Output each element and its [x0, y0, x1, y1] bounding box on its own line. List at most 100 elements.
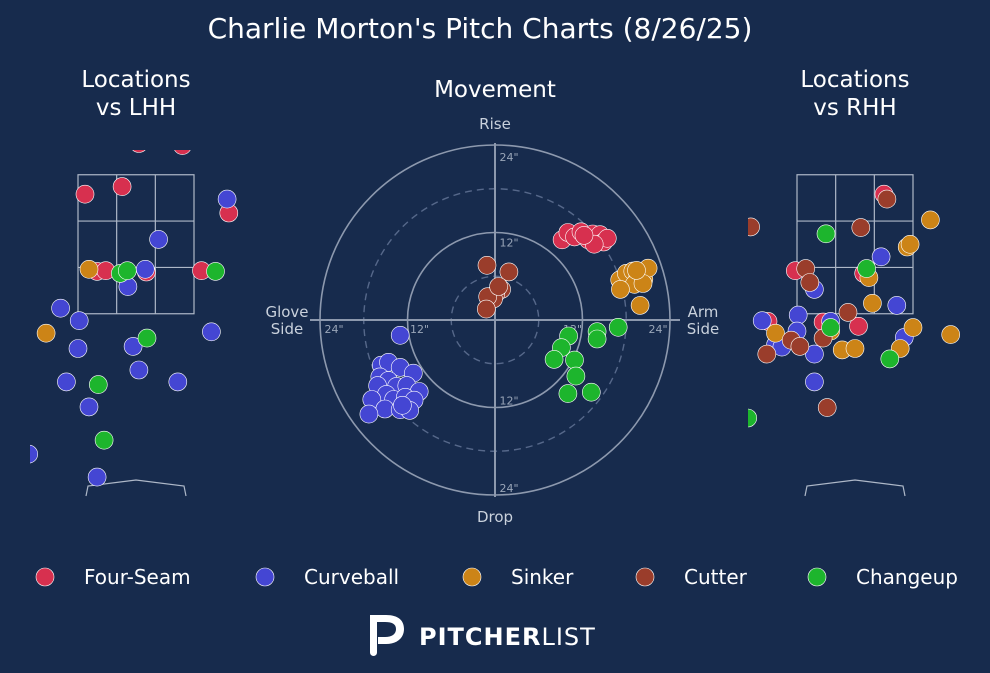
pitch-point-sinker	[627, 261, 646, 280]
pitch-point-sinker	[921, 210, 940, 230]
legend-marker	[255, 567, 275, 587]
pitch-point-sinker	[903, 318, 923, 337]
pitch-point-curveball	[788, 305, 808, 325]
legend-label: Sinker	[511, 565, 574, 589]
pitch-point-four-seam	[132, 150, 146, 153]
pitch-point-changeup	[544, 350, 564, 369]
pitch-point-cutter	[800, 273, 820, 292]
pitch-point-curveball	[871, 247, 891, 267]
pitch-point-curveball	[202, 322, 221, 342]
lhh-title-line2: vs LHH	[96, 95, 176, 121]
pitch-point-changeup	[137, 328, 157, 348]
pitch-point-sinker	[845, 339, 865, 358]
legend-item-sinker: Sinker	[462, 565, 574, 589]
rhh-pitch-points	[748, 184, 961, 428]
pitch-point-curveball	[390, 325, 410, 345]
pitch-point-changeup	[608, 317, 628, 337]
pitch-point-cutter	[477, 255, 497, 275]
pitch-point-cutter	[877, 189, 897, 209]
brand-light-text: LIST	[541, 623, 595, 651]
pitch-point-curveball	[79, 397, 99, 417]
pitch-point-cutter	[499, 262, 519, 282]
rhh-panel: Locations vs RHH	[748, 67, 961, 497]
movement-label-glove-side: Side	[271, 320, 303, 338]
pitch-point-changeup	[118, 261, 137, 281]
movement-grid	[310, 143, 680, 497]
pitch-point-curveball	[359, 404, 379, 424]
pitch-point-curveball	[69, 311, 89, 331]
pitch-point-changeup	[587, 329, 607, 349]
movement-tick-label: 24"	[499, 482, 518, 495]
pitch-point-curveball	[51, 298, 70, 318]
pitch-point-cutter	[817, 398, 837, 417]
movement-tick-label: 12"	[499, 395, 518, 408]
pitch-point-curveball	[805, 372, 824, 392]
pitch-point-sinker	[630, 296, 650, 315]
pitch-point-changeup	[566, 366, 586, 386]
lhh-panel: Locations vs LHH	[30, 67, 239, 497]
legend-label: Changeup	[856, 565, 958, 589]
zone-outline	[77, 174, 195, 315]
pitch-point-curveball	[805, 344, 824, 364]
legend-marker	[462, 567, 482, 587]
pitch-point-four-seam	[174, 150, 191, 155]
pitch-point-cutter	[790, 337, 810, 356]
lhh-home-plate	[85, 479, 187, 497]
pitch-point-changeup	[581, 382, 601, 402]
pitch-point-curveball	[68, 339, 88, 358]
pitch-point-curveball	[393, 395, 412, 415]
legend-marker	[807, 567, 827, 587]
pitch-point-curveball	[149, 230, 168, 249]
pitch-point-sinker	[766, 323, 785, 343]
movement-tick-label: 24"	[499, 151, 518, 164]
movement-tick-label: 24"	[648, 323, 667, 336]
pitch-point-cutter	[838, 303, 858, 322]
legend-label: Curveball	[304, 565, 399, 589]
movement-label-drop: Drop	[477, 508, 513, 526]
lhh-pitch-points	[30, 150, 239, 487]
pitch-point-curveball	[217, 189, 237, 209]
pitch-point-four-seam	[849, 316, 868, 336]
pitch-point-changeup	[821, 318, 840, 337]
rhh-title-line2: vs RHH	[813, 95, 896, 121]
pitch-point-changeup	[880, 349, 900, 369]
legend-item-cutter: Cutter	[635, 565, 748, 589]
rhh-home-plate	[804, 479, 906, 497]
pitch-point-curveball	[129, 360, 149, 380]
pitch-point-changeup	[565, 350, 584, 370]
svg-text:PITCHERLIST: PITCHERLIST	[419, 623, 596, 651]
movement-tick-label: 12"	[499, 237, 518, 250]
pitch-point-cutter	[851, 218, 871, 237]
pitch-point-four-seam	[75, 184, 95, 204]
pitch-point-changeup	[558, 384, 578, 403]
pitch-point-changeup	[206, 262, 225, 281]
pitch-point-changeup	[748, 408, 757, 428]
legend-label: Four-Seam	[84, 565, 191, 589]
pitch-point-changeup	[89, 375, 108, 394]
movement-pitch-points	[359, 222, 658, 424]
legend-label: Cutter	[684, 565, 748, 589]
movement-tick-label: 12"	[410, 323, 429, 336]
legend-marker	[35, 567, 55, 587]
pitch-point-curveball	[57, 372, 76, 392]
pitch-point-sinker	[941, 325, 961, 344]
pitch-point-four-seam	[112, 177, 132, 196]
legend-item-four-seam: Four-Seam	[35, 565, 191, 589]
pitch-point-cutter	[748, 217, 760, 237]
pitch-point-changeup	[857, 259, 876, 278]
movement-title: Movement	[434, 77, 556, 103]
pitch-point-curveball	[887, 296, 907, 315]
legend-item-curveball: Curveball	[255, 565, 399, 589]
pitch-point-curveball	[123, 337, 143, 356]
pitcherlist-logo: PITCHERLIST	[370, 615, 596, 656]
pitch-point-changeup	[94, 430, 114, 450]
legend-item-changeup: Changeup	[807, 565, 958, 589]
movement-label-arm-side: Side	[687, 320, 719, 338]
pitch-point-sinker	[611, 280, 630, 299]
pitch-point-curveball	[752, 311, 772, 331]
plate-outline	[804, 479, 906, 497]
pitch-point-curveball	[168, 372, 188, 392]
rhh-title-line1: Locations	[800, 67, 909, 93]
pitch-point-sinker	[863, 293, 882, 313]
